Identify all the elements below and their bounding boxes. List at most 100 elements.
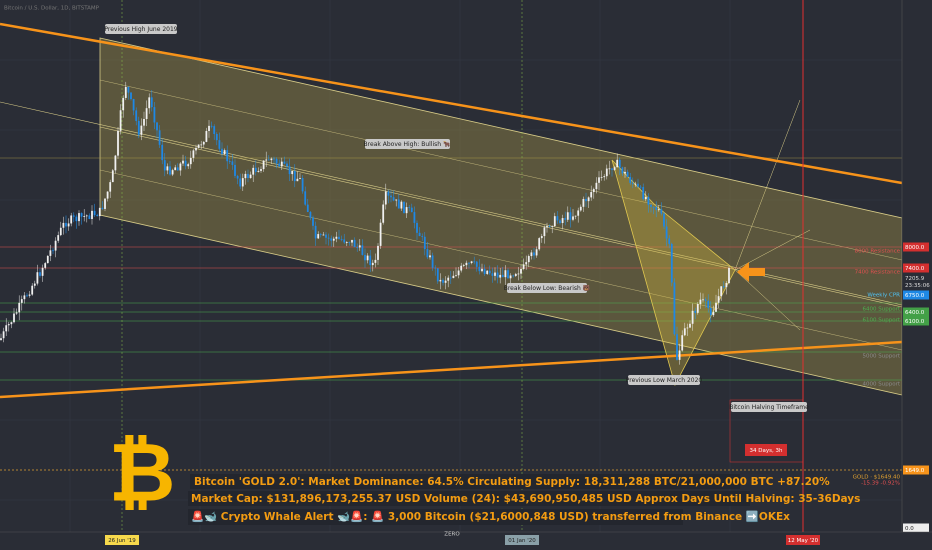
candle: [325, 234, 327, 238]
candle: [322, 234, 325, 236]
candle: [169, 166, 171, 175]
candle: [442, 279, 444, 283]
candle: [374, 259, 377, 263]
trendline: [0, 340, 903, 399]
candle: [153, 107, 156, 123]
candle: [499, 274, 502, 278]
annotation-box: [628, 375, 700, 385]
candle: [20, 299, 23, 303]
candle: [668, 238, 671, 244]
candle: [631, 182, 634, 184]
candle: [249, 174, 252, 179]
candle: [540, 236, 543, 239]
date-box: [105, 535, 139, 545]
candle: [288, 166, 291, 175]
candle: [413, 212, 416, 223]
annotation: Previous High June 2019: [104, 26, 177, 33]
candle: [41, 267, 44, 276]
candle: [356, 247, 359, 248]
candle: [709, 307, 712, 316]
candle: [663, 213, 665, 227]
candle: [634, 183, 637, 185]
candle: [717, 296, 720, 303]
candle: [364, 254, 366, 261]
candle: [639, 186, 642, 188]
candle: [431, 255, 434, 268]
candle: [213, 126, 216, 135]
price-tag: [903, 307, 929, 317]
candle: [585, 198, 587, 202]
candle: [621, 167, 624, 174]
candle: [184, 160, 187, 167]
candle: [351, 239, 353, 243]
candle: [15, 312, 18, 314]
level-label: 6100 Support: [863, 318, 901, 324]
price-tag: [903, 242, 929, 252]
candle: [270, 158, 273, 161]
candle: [62, 222, 65, 228]
candle: [171, 170, 174, 175]
candle: [200, 144, 203, 146]
candle: [722, 286, 725, 288]
candle: [548, 226, 551, 227]
candle: [405, 207, 408, 214]
candle: [494, 272, 496, 276]
candle: [369, 255, 372, 266]
level-label: Weekly CPR: [867, 293, 900, 299]
candle: [187, 164, 190, 167]
candle: [31, 285, 34, 295]
candle: [124, 86, 127, 98]
price-label: 7205.9: [905, 276, 925, 282]
candle: [509, 275, 512, 279]
candle: [358, 245, 361, 248]
candle: [379, 222, 382, 246]
candle: [587, 197, 590, 202]
halving-box: [729, 399, 804, 463]
candle: [530, 252, 533, 257]
candle: [449, 277, 452, 279]
candle: [13, 313, 15, 323]
candle: [543, 227, 546, 237]
candle: [72, 215, 75, 217]
candle: [395, 199, 398, 201]
price-tag: [903, 465, 929, 475]
candle: [426, 249, 429, 258]
candle: [195, 147, 197, 151]
candle: [241, 178, 244, 187]
candle: [728, 268, 730, 284]
candle: [10, 322, 13, 325]
channel-line: [99, 169, 903, 351]
candle: [457, 270, 460, 276]
channel-mid: [99, 126, 903, 308]
candle: [174, 167, 177, 171]
candle: [67, 223, 70, 227]
info-line: 🚨🐋 Crypto Whale Alert 🐋🚨: 🚨 3,000 Bitcoi…: [191, 510, 790, 523]
candle: [218, 140, 221, 149]
price-label: 6750.0: [905, 293, 925, 299]
candle: [488, 270, 491, 274]
candle: [117, 130, 119, 156]
candle: [686, 327, 689, 329]
candle: [257, 170, 260, 172]
candle: [483, 268, 486, 274]
candle: [400, 201, 403, 209]
annotation-box: [731, 402, 807, 412]
candle: [452, 275, 455, 279]
candle: [317, 234, 320, 239]
candle: [577, 210, 580, 216]
annotation: Break Below Low: Bearish 🐻: [504, 284, 591, 292]
price-label: 8000.0: [905, 245, 925, 251]
candle: [681, 335, 684, 351]
candle: [223, 150, 226, 155]
annotation: Break Above High: Bullish 🐂: [364, 140, 451, 148]
candle: [605, 168, 608, 177]
info-box: [188, 491, 750, 506]
candle: [699, 299, 702, 304]
price-tag: [903, 263, 929, 273]
candle: [673, 282, 676, 335]
candle: [286, 163, 288, 167]
candle: [572, 216, 574, 220]
price-label: 6100.0: [905, 319, 925, 325]
candle: [455, 275, 457, 277]
